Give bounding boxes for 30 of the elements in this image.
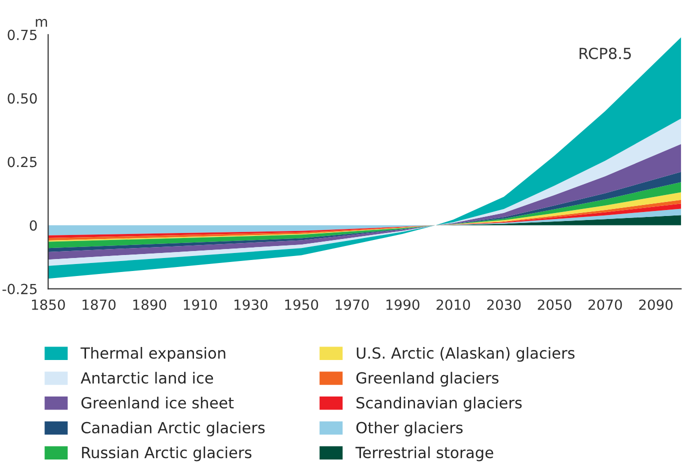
x-tick-label: 1870 (82, 299, 116, 310)
y-tick-label: 0.50 (8, 93, 37, 104)
x-tick-label: 1950 (285, 299, 318, 310)
legend-label: Thermal expansion (80, 346, 226, 362)
legend-label: Terrestrial storage (355, 446, 494, 462)
x-tick-label: 1970 (336, 299, 369, 310)
legend-label: Scandinavian glaciers (356, 396, 522, 412)
x-tick-label: 1930 (234, 299, 268, 310)
legend-label: Canadian Arctic glaciers (81, 422, 265, 436)
legend-label: Russian Arctic glaciers (82, 446, 252, 462)
legend-label: Other glaciers (356, 422, 463, 436)
x-tick-label: 2030 (487, 299, 521, 310)
annotation: RCP8.5 (580, 48, 631, 60)
legend-label: Greenland glaciers (356, 372, 498, 387)
x-tick-label: 2070 (588, 299, 622, 310)
y-tick-label: 0.75 (8, 30, 37, 40)
legend-label: Greenland ice sheet (81, 396, 234, 409)
x-tick-label: 1890 (133, 299, 166, 310)
x-tick-label: 2090 (639, 299, 673, 310)
y-tick-label: 0 (30, 220, 37, 231)
x-tick-label: 2010 (436, 299, 470, 310)
x-tick-label: 1990 (386, 299, 420, 310)
x-tick-label: 2050 (538, 299, 572, 310)
legend-label: Antarctic land ice (80, 372, 213, 384)
x-tick-label: 1910 (184, 299, 217, 310)
legend-label: U.S. Arctic (Alaskan) glaciers (356, 346, 575, 362)
y-axis-title: m (36, 18, 47, 27)
y-tick-label: -0.25 (2, 284, 37, 294)
x-tick-label: 1850 (32, 299, 65, 310)
y-tick-label: 0.25 (8, 156, 37, 168)
